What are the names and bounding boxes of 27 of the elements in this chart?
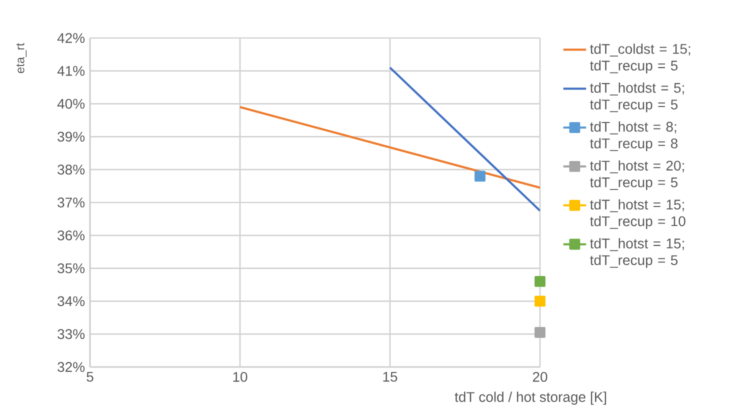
x-tick-label: 15 (383, 372, 398, 382)
y-axis-title: eta_rt (16, 43, 27, 74)
x-tick-label: 5 (86, 372, 94, 382)
y-tick-label: 32% (58, 362, 85, 372)
x-tick-label: 20 (532, 372, 548, 382)
y-tick-label: 41% (57, 66, 85, 76)
y-tick-label: 33% (58, 329, 85, 340)
legend-label: tdT_hotdst = 5; tdT_recup = 5 (590, 82, 684, 112)
y-tick-label: 38% (58, 164, 85, 175)
y-tick-label: 35% (58, 263, 85, 274)
y-tick-label: 37% (58, 198, 85, 208)
legend-label: tdT_hotst = 15; tdT_recup = 5 (590, 238, 684, 268)
legend-label: tdT_hotst = 20; tdT_recup = 5 (590, 160, 684, 190)
legend-label: tdT_hotst = 15; tdT_recup = 10 (590, 199, 686, 229)
legend-label: tdT_coldst = 15; tdT_recup = 5 (590, 44, 690, 74)
x-tick-label: 10 (233, 372, 248, 382)
legend-label: tdT_hotst = 8; tdT_recup = 8 (590, 121, 678, 152)
point (534, 326, 546, 338)
y-tick-label: 40% (57, 98, 85, 109)
point (474, 170, 486, 182)
x-axis-title: tdT cold / hot storage [K] (454, 392, 606, 405)
y-tick-label: 34% (58, 296, 85, 306)
y-tick-label: 36% (58, 230, 85, 240)
y-tick-label: 39% (58, 132, 85, 142)
y-tick-label: 42% (57, 33, 85, 43)
point (534, 276, 546, 287)
point (534, 296, 546, 307)
